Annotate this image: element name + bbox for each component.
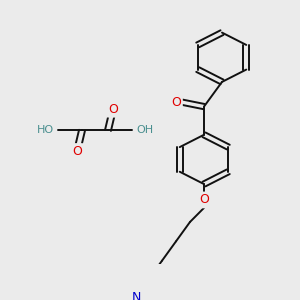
Text: O: O (108, 103, 118, 116)
Text: OH: OH (136, 125, 153, 135)
Text: O: O (171, 96, 181, 109)
Text: O: O (199, 194, 209, 206)
Text: O: O (72, 145, 82, 158)
Text: HO: HO (37, 125, 54, 135)
Text: N: N (131, 291, 141, 300)
